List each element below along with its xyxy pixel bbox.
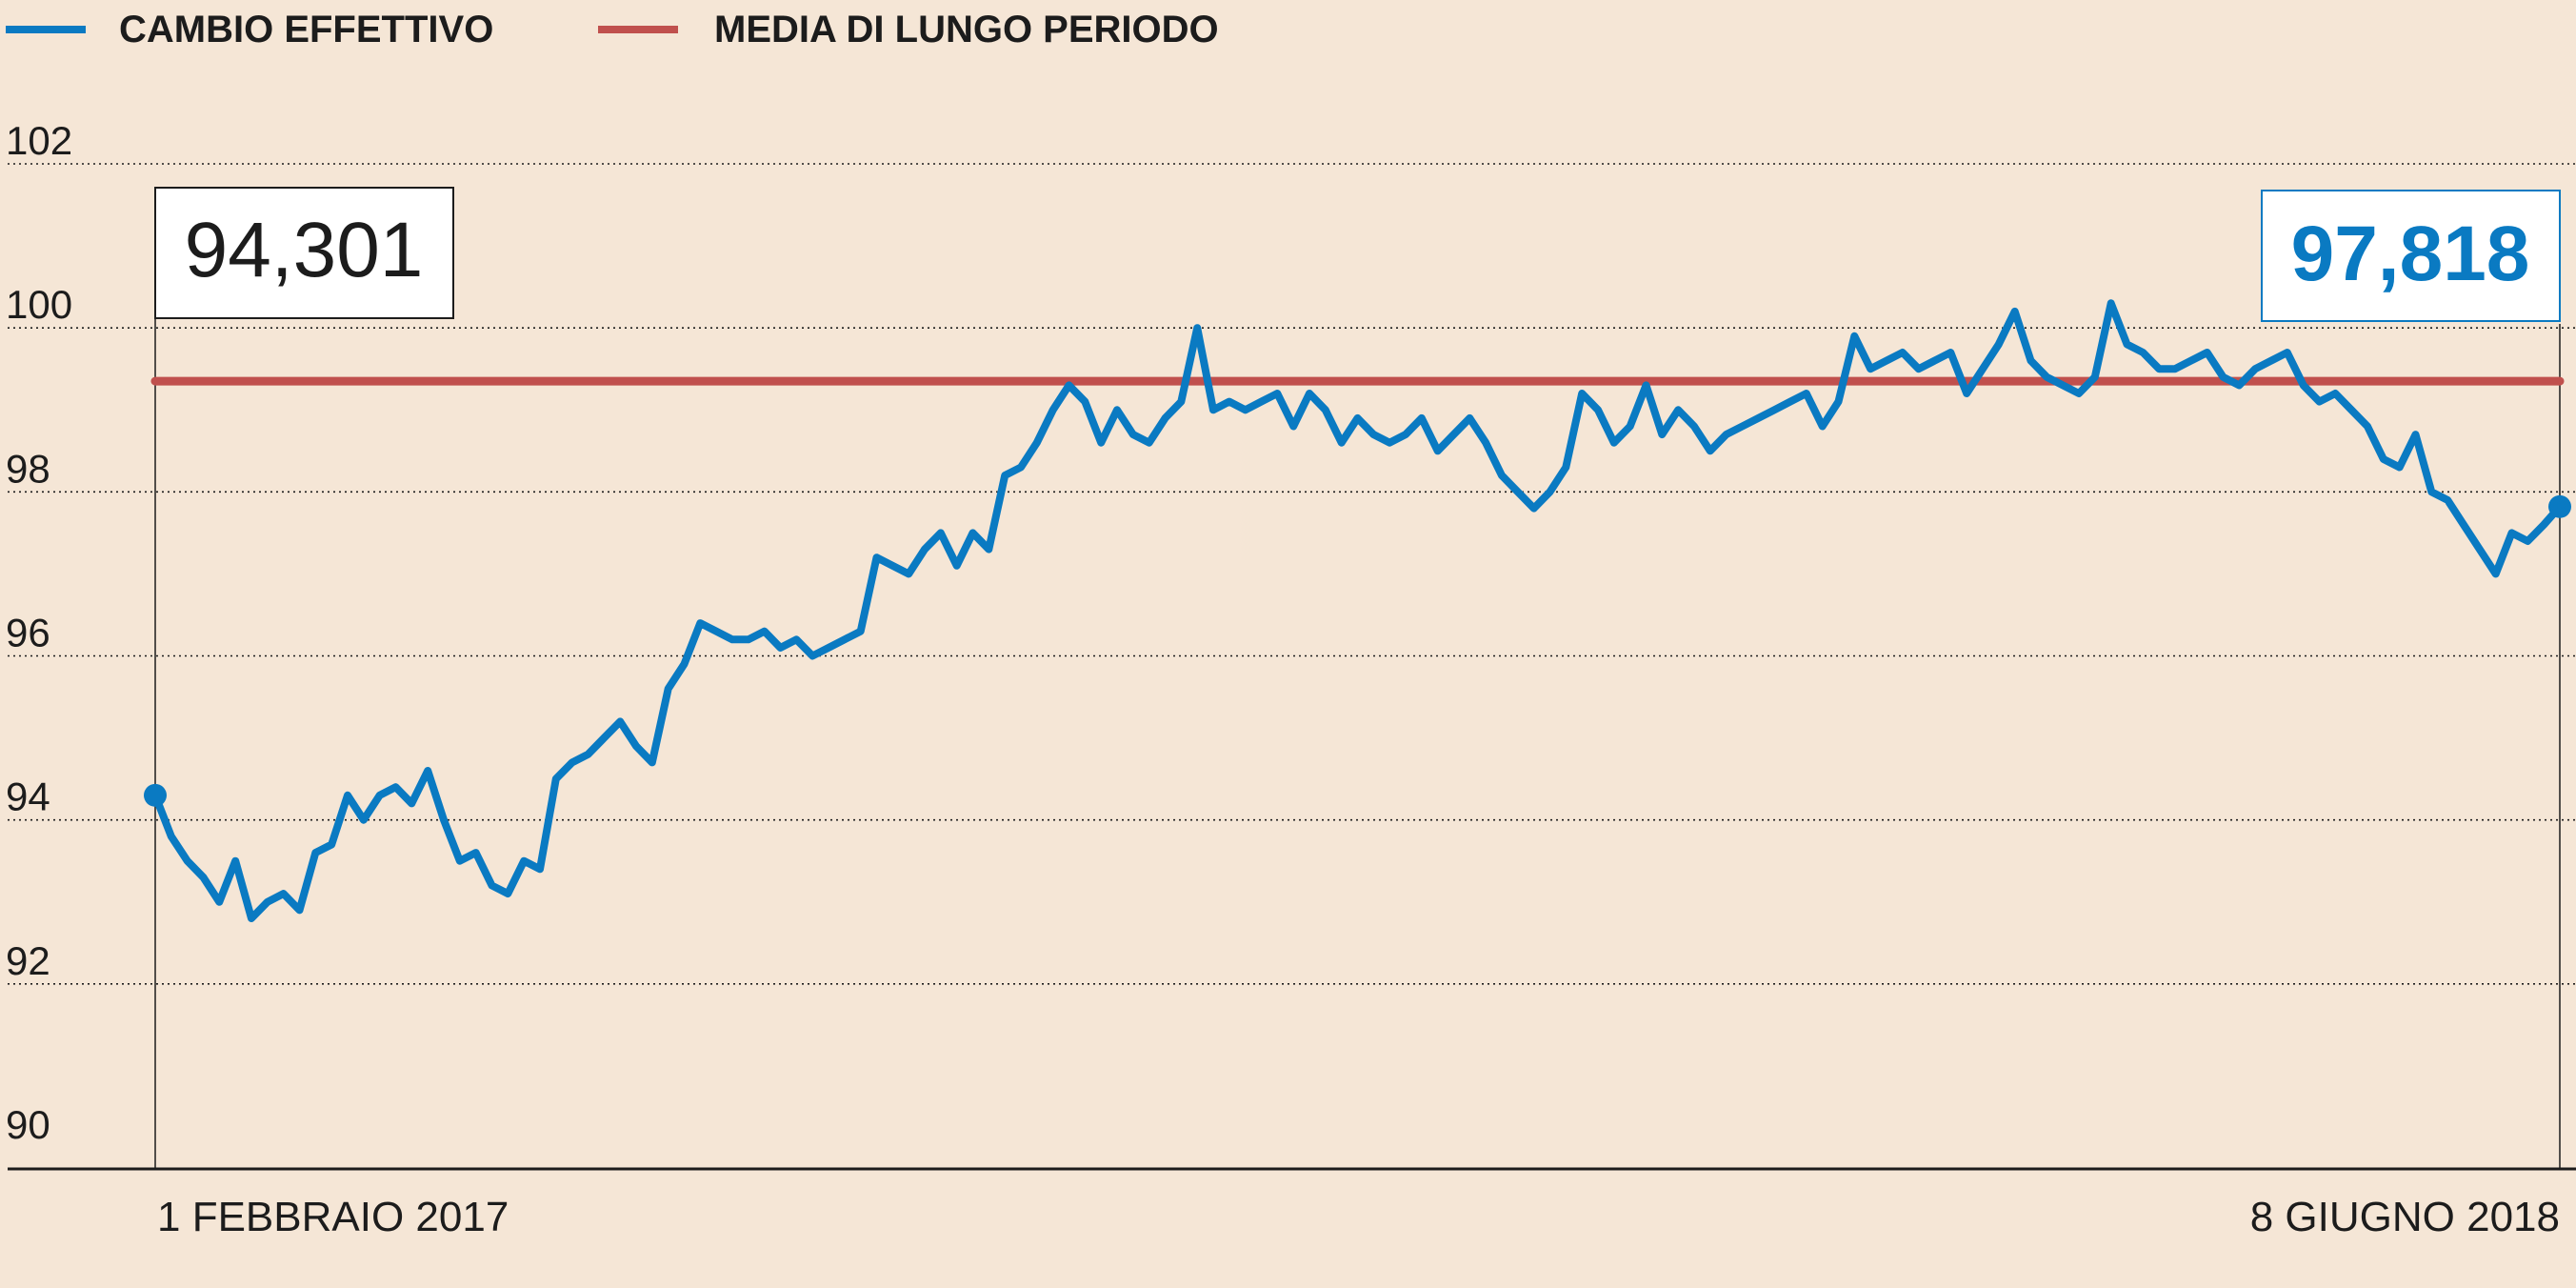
x-label-end: 8 GIUGNO 2018 — [2250, 1194, 2560, 1240]
legend: CAMBIO EFFETTIVO MEDIA DI LUNGO PERIODO — [6, 9, 1219, 50]
end-value-label: 97,818 — [2291, 211, 2530, 297]
y-tick-label: 100 — [6, 282, 72, 327]
y-tick-label: 94 — [6, 775, 50, 819]
start-value-callout: 94,301 — [154, 187, 454, 319]
y-axis-ticks: 90 92 94 96 98 100 102 — [6, 118, 72, 1147]
legend-label-media: MEDIA DI LUNGO PERIODO — [714, 9, 1219, 50]
y-tick-label: 92 — [6, 938, 50, 983]
y-tick-label: 102 — [6, 118, 72, 163]
series-layer — [144, 299, 2571, 922]
legend-label-cambio: CAMBIO EFFETTIVO — [119, 9, 493, 50]
series-line-cambio-effettivo — [151, 299, 2564, 922]
start-value-box — [154, 187, 454, 319]
series-start-point — [144, 783, 167, 807]
start-value-label: 94,301 — [185, 207, 424, 293]
y-tick-label: 98 — [6, 446, 50, 491]
y-tick-label: 96 — [6, 611, 50, 655]
end-value-callout: 97,818 — [2261, 190, 2561, 322]
x-label-start: 1 FEBBRAIO 2017 — [157, 1194, 509, 1240]
y-tick-label: 90 — [6, 1102, 50, 1147]
series-end-point — [2548, 494, 2571, 518]
end-value-box — [2261, 190, 2561, 322]
